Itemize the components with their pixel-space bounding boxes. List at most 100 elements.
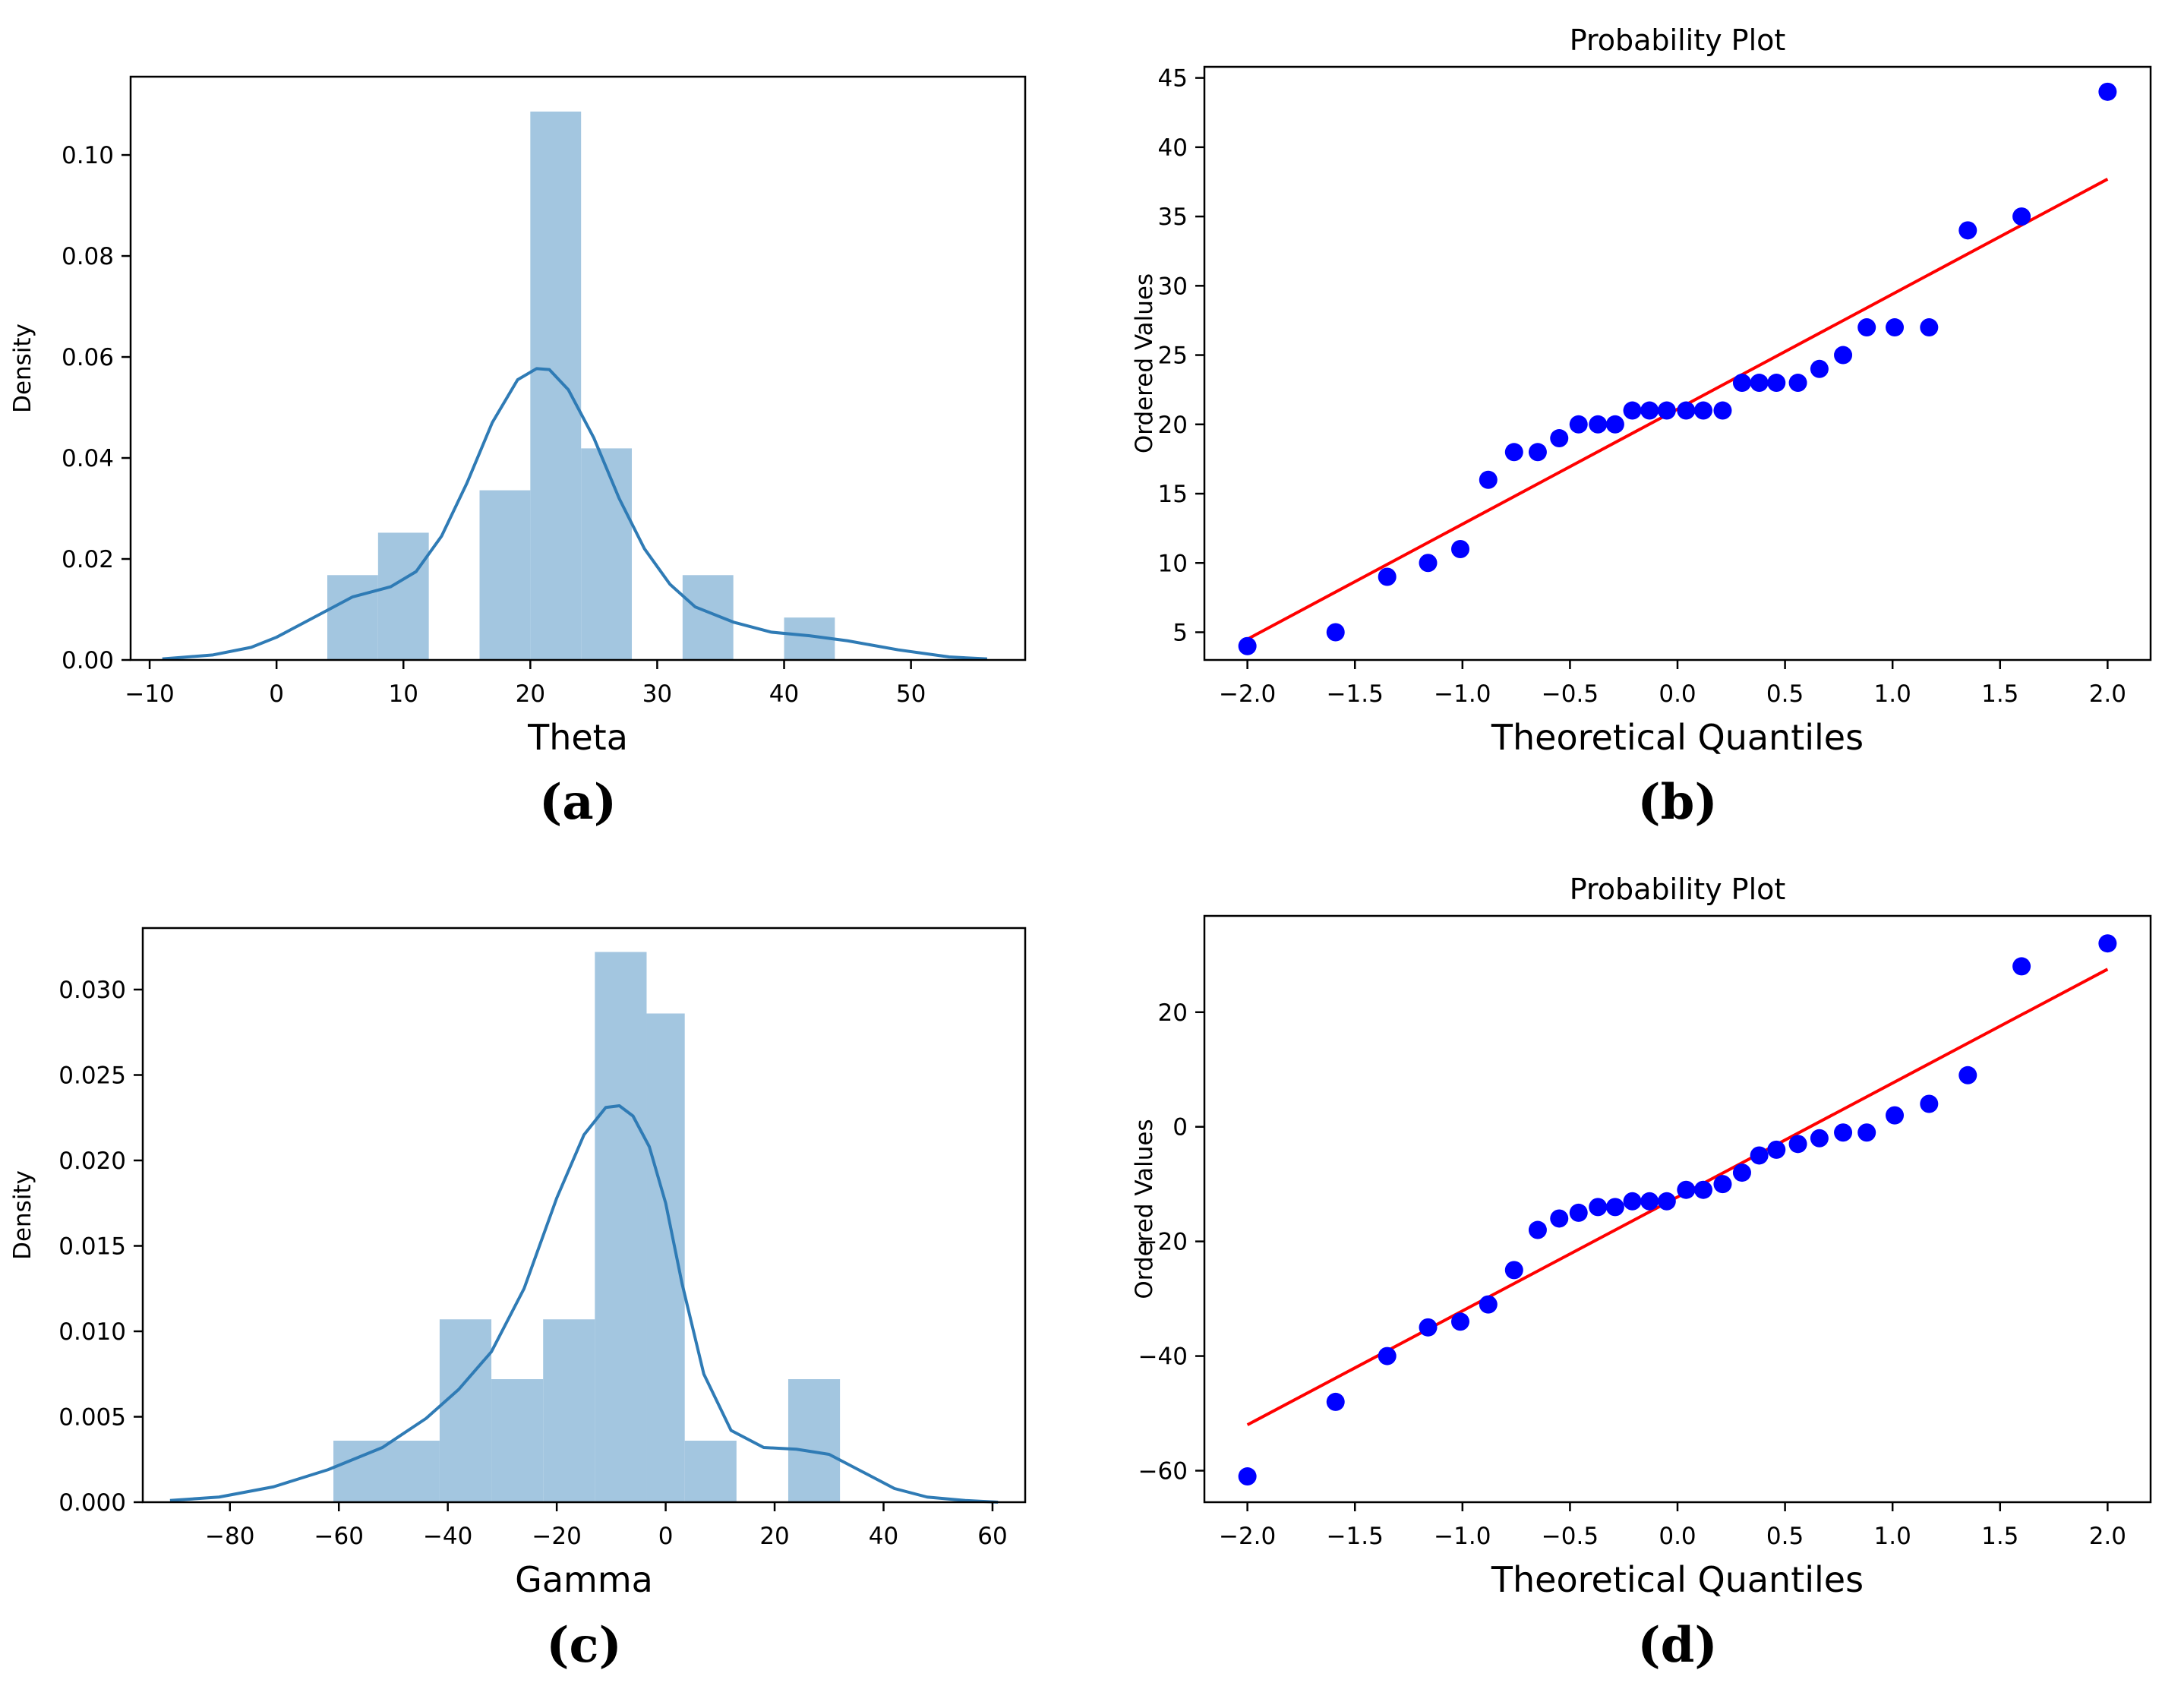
x-axis-label: Theta — [527, 717, 628, 758]
y-tick-label: 0.005 — [58, 1404, 126, 1432]
histogram-bar — [543, 1319, 595, 1502]
x-tick-label: 0.0 — [1659, 1523, 1696, 1550]
x-axis-label: Theoretical Quantiles — [1491, 717, 1864, 758]
data-point — [1479, 470, 1498, 489]
y-tick-label: 0.025 — [58, 1062, 126, 1090]
data-point — [1605, 415, 1624, 434]
y-axis-label: Density — [9, 1170, 36, 1260]
x-tick-label: 60 — [977, 1523, 1007, 1550]
y-tick-label: −60 — [1138, 1457, 1188, 1485]
data-point — [1238, 1467, 1257, 1486]
x-tick-label: −0.5 — [1542, 680, 1599, 708]
panel-a: −10 0 10 20 30 40 50 0.00 0.02 0.04 0.06 0.08 0.10 Th… — [9, 75, 1027, 831]
data-point — [1504, 1261, 1523, 1280]
data-point — [1886, 1106, 1905, 1125]
histogram-bar — [787, 1379, 841, 1502]
x-tick-label: 40 — [869, 1523, 898, 1550]
data-point — [1920, 318, 1939, 337]
x-tick-label: 20 — [516, 680, 545, 708]
y-tick-label: 30 — [1158, 273, 1188, 300]
data-point — [1750, 374, 1769, 393]
data-point — [1550, 1209, 1569, 1228]
x-tick-label: −2.0 — [1219, 680, 1276, 708]
x-tick-label: −2.0 — [1219, 1523, 1276, 1550]
x-tick-label: −0.5 — [1542, 1523, 1599, 1550]
y-tick-label: 0.030 — [58, 977, 126, 1004]
data-point — [1732, 1163, 1751, 1182]
kde-curve — [162, 367, 987, 661]
histogram-bar — [439, 1319, 492, 1502]
x-tick-label: 0.0 — [1659, 680, 1696, 708]
histogram-bar — [377, 532, 429, 660]
x-tick-label: 1.5 — [1981, 1523, 2018, 1550]
data-point — [1958, 221, 1977, 240]
panel-caption: (d) — [1637, 1617, 1717, 1674]
data-point — [1750, 1146, 1769, 1165]
panel-caption: (c) — [546, 1617, 622, 1674]
histogram-bar — [646, 1013, 685, 1502]
data-point — [1767, 374, 1786, 393]
x-tick-label: −60 — [314, 1523, 364, 1550]
x-tick-label: 2.0 — [2089, 1523, 2126, 1550]
data-point — [1623, 401, 1642, 420]
data-point — [1528, 1220, 1547, 1239]
data-point — [1677, 401, 1696, 420]
y-axis-label: Ordered Values — [1131, 1119, 1158, 1299]
data-point — [1326, 623, 1345, 642]
data-point — [1623, 1192, 1642, 1211]
data-point — [1886, 318, 1905, 337]
axes-frame — [1203, 914, 2152, 1504]
data-point — [1693, 1180, 1712, 1199]
y-tick-label: 15 — [1158, 481, 1188, 508]
y-tick-label: 0.020 — [58, 1148, 126, 1175]
axes-frame — [141, 927, 1027, 1504]
data-point — [1713, 401, 1732, 420]
x-tick-label: 50 — [896, 680, 926, 708]
data-point — [1657, 1192, 1676, 1211]
data-point — [1857, 318, 1876, 337]
data-point — [1589, 415, 1608, 434]
data-point — [1450, 1312, 1469, 1331]
x-tick-label: 0.5 — [1766, 1523, 1804, 1550]
y-axis-label: Ordered Values — [1131, 273, 1158, 453]
data-point — [2012, 207, 2031, 226]
y-tick-label: 0.010 — [58, 1318, 126, 1346]
data-point — [1640, 1192, 1659, 1211]
histogram-bar — [491, 1379, 544, 1502]
histogram-bar — [327, 575, 378, 660]
data-point — [1419, 554, 1438, 573]
data-point — [1788, 1135, 1807, 1154]
y-tick-label: 25 — [1158, 343, 1188, 370]
y-tick-label: 0.015 — [58, 1233, 126, 1261]
data-point — [1569, 415, 1588, 434]
panel-caption: (a) — [539, 774, 617, 831]
data-point — [1238, 636, 1257, 655]
x-axis-label: Theoretical Quantiles — [1491, 1559, 1864, 1600]
data-point — [1326, 1392, 1345, 1411]
histogram-bar — [479, 490, 531, 660]
x-tick-label: 0 — [658, 1523, 674, 1550]
data-point — [1834, 346, 1853, 365]
x-tick-label: −40 — [423, 1523, 472, 1550]
y-tick-label: 35 — [1158, 204, 1188, 231]
panel-c: −80 −60 −40 −20 0 20 40 60 0.000 0.005 0.010 0.015 0… — [9, 927, 1027, 1674]
y-tick-label: 0.10 — [62, 142, 114, 169]
data-point — [1378, 567, 1397, 586]
data-point — [2098, 934, 2117, 953]
data-point — [1589, 1198, 1608, 1217]
data-point — [1528, 443, 1547, 462]
data-point — [1834, 1123, 1853, 1142]
histogram-bar — [530, 111, 582, 661]
x-tick-label: 2.0 — [2089, 680, 2126, 708]
data-point — [1810, 359, 1829, 378]
data-point — [1920, 1094, 1939, 1113]
data-point — [1550, 429, 1569, 448]
y-tick-label: 20 — [1158, 999, 1188, 1027]
data-point — [1857, 1123, 1876, 1142]
x-tick-label: 30 — [642, 680, 672, 708]
histogram-bar — [581, 448, 633, 660]
kde-curve — [169, 1104, 999, 1504]
y-tick-label: 45 — [1158, 65, 1188, 93]
y-tick-label: 0.04 — [62, 445, 114, 472]
